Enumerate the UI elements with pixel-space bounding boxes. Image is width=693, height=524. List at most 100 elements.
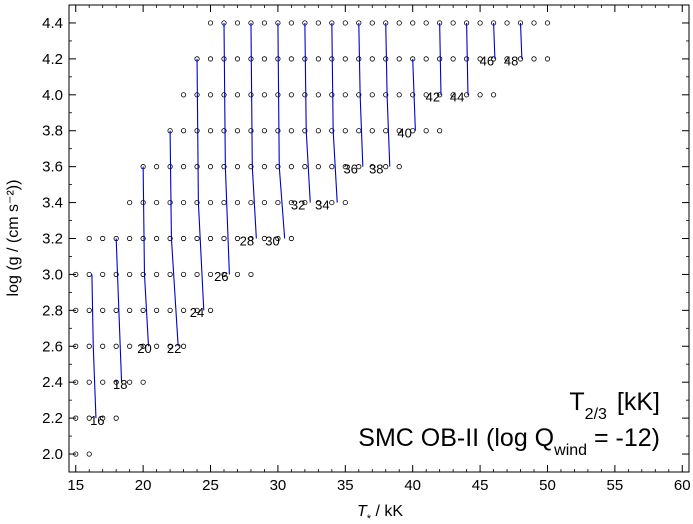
model-point: [86, 343, 92, 349]
model-point: [261, 235, 268, 242]
model-point: [302, 92, 308, 98]
x-tick-label: 45: [472, 477, 489, 494]
model-point: [315, 164, 321, 170]
model-point: [490, 56, 497, 62]
contour-line-30: [277, 22, 286, 239]
model-point: [450, 56, 456, 62]
model-point: [207, 164, 214, 170]
contour-line-26: [223, 22, 230, 275]
model-point: [113, 415, 119, 421]
model-point: [288, 199, 294, 206]
model-point: [315, 20, 321, 26]
contour-line-18: [115, 238, 123, 383]
model-point: [86, 307, 92, 313]
x-axis-label: T* / kK: [357, 503, 403, 524]
model-point: [410, 92, 416, 98]
y-tick-label: 4.4: [42, 15, 63, 32]
model-point: [127, 307, 133, 313]
y-tick-label: 2.4: [42, 374, 63, 391]
model-point: [342, 164, 348, 170]
model-point: [396, 92, 402, 98]
model-point: [154, 199, 160, 206]
model-point: [464, 92, 470, 98]
model-point: [383, 164, 389, 170]
model-point: [342, 128, 348, 134]
model-point: [477, 92, 483, 98]
contour-label-36: 36: [343, 161, 357, 176]
model-point: [194, 307, 200, 313]
model-point: [221, 271, 227, 278]
model-point: [167, 343, 173, 349]
model-point: [127, 199, 133, 206]
model-point: [315, 199, 321, 206]
model-point: [100, 415, 106, 421]
model-point: [261, 20, 268, 26]
model-point: [342, 56, 348, 62]
model-point: [167, 199, 173, 206]
model-point: [329, 128, 335, 134]
x-tick-label: 55: [607, 477, 624, 494]
model-point: [531, 20, 537, 26]
model-point: [423, 56, 429, 62]
model-set-label-post: = -12): [587, 424, 660, 452]
model-point: [275, 164, 281, 170]
contour-line-32: [304, 22, 311, 203]
x-axis-label-symbol: T: [357, 503, 368, 520]
model-point: [383, 56, 389, 62]
model-point: [490, 92, 497, 98]
model-point: [140, 271, 146, 278]
model-point: [167, 307, 173, 313]
model-point: [329, 199, 335, 206]
y-tick-label: 3.8: [42, 123, 63, 140]
contour-label-38: 38: [369, 161, 383, 176]
model-point: [464, 56, 470, 62]
contour-label-48: 48: [504, 54, 518, 69]
contour-line-42: [439, 22, 442, 95]
contour-line-46: [493, 22, 496, 59]
model-point: [261, 199, 268, 206]
model-point: [396, 164, 402, 170]
model-point: [450, 20, 456, 26]
contour-label-28: 28: [240, 233, 254, 248]
model-point: [302, 128, 308, 134]
model-point: [342, 20, 348, 26]
x-tick-label: 30: [270, 477, 287, 494]
contour-label-22: 22: [167, 341, 181, 356]
model-point: [356, 164, 362, 170]
model-point: [127, 343, 133, 349]
model-point: [221, 128, 227, 134]
model-point: [234, 92, 241, 98]
model-point: [207, 271, 214, 278]
model-point: [180, 199, 187, 206]
model-point: [356, 56, 362, 62]
model-point: [180, 343, 187, 349]
contour-label-26: 26: [214, 269, 228, 284]
model-point: [437, 56, 443, 62]
contour-label-46: 46: [480, 54, 494, 69]
x-tick-label: 50: [539, 477, 556, 494]
contour-label-24: 24: [190, 305, 204, 320]
x-tick-label: 25: [202, 477, 219, 494]
model-point: [194, 235, 200, 242]
model-point: [86, 451, 92, 457]
model-point: [356, 92, 362, 98]
model-point: [100, 307, 106, 313]
y-tick-label: 2.2: [42, 410, 63, 427]
contour-line-36: [358, 22, 364, 167]
model-point: [100, 379, 106, 385]
model-point: [140, 307, 146, 313]
y-tick-label: 4.0: [42, 87, 63, 104]
contour-line-28: [250, 22, 257, 239]
contour-line-34: [331, 22, 338, 203]
model-point: [504, 20, 510, 26]
x-tick-label: 20: [135, 477, 152, 494]
y-tick-label: 2.6: [42, 338, 63, 355]
model-point: [369, 128, 375, 134]
model-point: [180, 128, 187, 134]
model-point: [248, 92, 254, 98]
contour-label-42: 42: [426, 90, 440, 105]
model-point: [288, 92, 294, 98]
model-point: [194, 128, 200, 134]
model-point: [302, 199, 308, 206]
model-point: [544, 56, 551, 62]
